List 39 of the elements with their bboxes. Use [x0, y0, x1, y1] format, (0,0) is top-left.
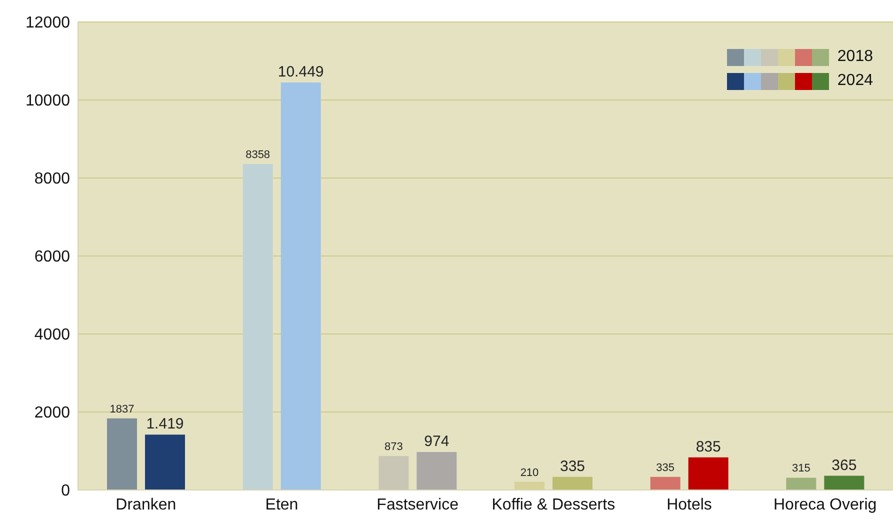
y-tick-label: 6000 — [34, 248, 70, 266]
bar — [242, 164, 273, 490]
data-label: 335 — [656, 462, 675, 474]
data-label: 873 — [384, 440, 403, 453]
bar — [280, 82, 321, 490]
bar — [688, 457, 728, 490]
bar — [378, 456, 409, 490]
y-tick-label: 12000 — [26, 14, 70, 32]
bar — [107, 418, 137, 490]
data-label: 1837 — [110, 403, 134, 416]
data-label: 8358 — [246, 149, 270, 162]
data-label: 335 — [560, 458, 586, 475]
data-label: 210 — [520, 466, 539, 479]
x-tick-label: Hotels — [666, 496, 712, 514]
x-tick-label: Eten — [265, 496, 298, 514]
bar — [650, 476, 680, 490]
data-label: 10.449 — [278, 63, 324, 80]
data-label: 315 — [792, 462, 810, 475]
data-label: 365 — [832, 456, 857, 474]
x-tick-label: Koffie & Desserts — [492, 496, 616, 514]
bar — [824, 476, 864, 490]
bar — [416, 452, 457, 490]
y-tick-label: 0 — [61, 482, 70, 500]
data-label: 835 — [696, 438, 721, 456]
x-tick-label: Dranken — [116, 496, 176, 514]
bar — [786, 478, 816, 490]
y-tick-label: 10000 — [26, 92, 70, 110]
bar — [145, 434, 185, 490]
y-tick-label: 2000 — [34, 404, 70, 422]
legend-label: 2018 — [837, 48, 873, 66]
bar — [552, 476, 592, 490]
legend-label: 2024 — [837, 72, 873, 90]
y-tick-label: 8000 — [34, 170, 70, 188]
y-tick-label: 4000 — [34, 326, 70, 344]
data-label: 1.419 — [146, 416, 184, 433]
x-tick-label: Fastservice — [376, 496, 459, 514]
bar — [514, 482, 544, 490]
x-tick-label: Horeca Overig — [774, 496, 877, 514]
data-label: 974 — [424, 433, 450, 450]
